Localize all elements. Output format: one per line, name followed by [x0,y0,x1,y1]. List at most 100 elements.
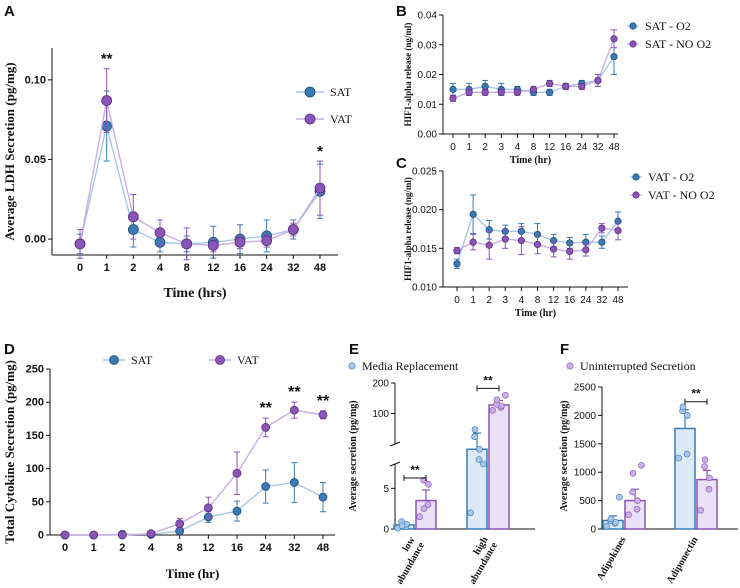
legend-label: VAT - NO O2 [648,188,715,202]
data-point [701,463,708,470]
data-point [598,238,606,246]
y-tick-label: 5 [383,484,389,495]
significance-marker: ** [410,463,420,477]
legend-marker [632,191,640,199]
data-point [117,530,127,540]
data-point [261,482,271,491]
data-point [616,493,623,501]
y-tick-label: 2000 [574,411,597,422]
data-point [566,247,574,256]
x-tick-label: 16 [234,262,246,274]
panel-letter-f: F [560,341,569,358]
bar [674,427,696,530]
data-point [598,224,606,232]
data-point [425,481,432,488]
y-tick-label: 0 [383,525,389,536]
bar-media-replacement [674,403,696,530]
x-tick-label: 4 [157,262,164,274]
data-point [634,497,641,504]
data-point [469,238,477,246]
series-vat-no-o2 [453,220,622,260]
x-tick-label: 8 [531,142,537,153]
x-axis-label: Time (hrs) [163,286,226,301]
data-point [705,485,713,493]
panel-letter-d: D [4,341,15,358]
bar-media-replacement [602,493,624,530]
data-point [545,88,554,96]
series-vat-o2 [453,194,622,269]
panel-letter-c: C [396,155,407,172]
x-tick-label: 32 [288,542,300,554]
x-tick-label: 24 [260,542,273,554]
y-tick-label: 150 [26,430,44,442]
data-point [629,470,637,477]
legend-marker [215,355,225,365]
data-point [701,456,709,464]
y-axis-label: Average LDH Secretion (pg/mg) [2,62,17,240]
significance-marker: * [317,143,323,160]
data-point [318,492,328,502]
data-point [638,462,645,469]
panel-letter-b: B [396,3,407,20]
data-point [207,240,219,251]
data-point [675,454,682,462]
data-point [489,407,496,414]
bar-uninterrupted-secretion [488,391,510,530]
data-point [74,238,86,250]
data-point [424,501,432,508]
data-point [469,210,477,218]
data-point [607,515,615,523]
y-tick-label: 500 [579,496,596,507]
y-tick-label: 0 [590,525,596,536]
data-point [449,85,457,93]
data-point [467,509,474,517]
data-point [610,35,618,43]
x-tick-label: 4 [148,542,155,554]
x-axis-label: Time (hr) [510,155,551,166]
x-tick-label: 1 [91,542,97,554]
data-point [697,506,704,514]
y-tick-label: 0.025 [412,167,437,178]
data-point [314,182,326,194]
x-tick-label: 0 [454,295,460,306]
x-tick-label: 16 [564,295,576,306]
data-point [485,241,493,249]
x-tick-label: 3 [503,295,509,306]
data-point [582,246,590,254]
data-point [679,403,687,411]
x-tick-label: 2 [130,262,136,274]
data-point [203,503,213,513]
x-tick-label: 24 [580,295,592,306]
data-point [517,237,526,245]
y-tick-label: 0.020 [412,205,437,216]
bar-uninterrupted-secretion [415,476,437,530]
x-tick-label: 48 [608,142,620,153]
data-point [465,88,473,96]
axis-break-mark [389,441,401,447]
x-tick-label: 2 [482,142,488,153]
x-tick-label: 12 [548,295,560,306]
data-point [513,88,522,96]
data-point [453,247,461,255]
x-tick-label: highabundance [458,535,501,587]
x-tick-label: 16 [560,142,572,153]
x-tick-label: 24 [261,262,274,274]
x-tick-label: 0 [62,542,68,554]
y-tick-label: 0 [38,530,44,542]
x-axis-label: Time (hr) [515,308,556,319]
legend-marker [304,86,316,98]
data-point [502,391,509,399]
legend-marker [109,355,119,365]
legend-label: SAT - O2 [645,19,691,33]
y-tick-label: 0.00 [25,234,46,246]
data-point [706,474,713,482]
legend-marker [348,362,356,370]
y-tick-label: 0.03 [418,40,438,51]
data-point [420,505,428,512]
significance-marker: ** [317,393,330,410]
data-point [318,410,328,420]
legend-label: SAT [131,353,153,367]
